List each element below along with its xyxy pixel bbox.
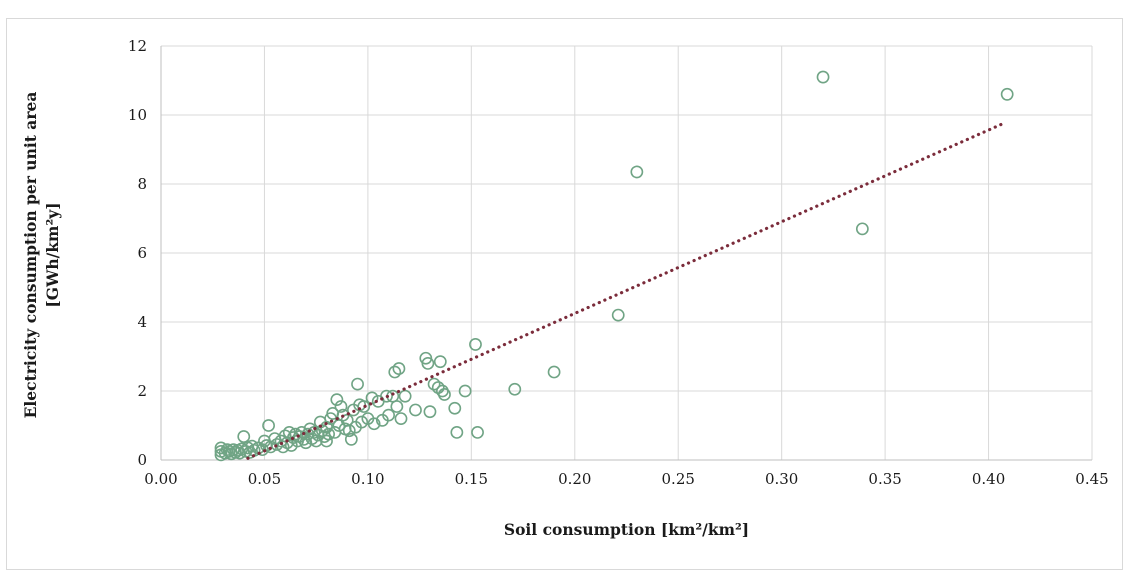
- y-tick-label: 4: [137, 313, 147, 331]
- data-point: [427, 377, 441, 391]
- data-point: [433, 355, 447, 369]
- x-axis-label: Soil consumption [km²/km²]: [504, 520, 749, 539]
- x-tick-label: 0.15: [455, 470, 488, 488]
- trendline: [246, 122, 1005, 460]
- x-tick-label: 0.20: [558, 470, 591, 488]
- data-point: [388, 365, 402, 379]
- x-tick-label: 0.05: [248, 470, 281, 488]
- data-point: [355, 415, 369, 429]
- data-point: [394, 412, 408, 425]
- axes: [160, 46, 1092, 461]
- y-tick-label: 2: [137, 382, 147, 400]
- data-point: [255, 443, 269, 457]
- x-tick-label: 0.35: [868, 470, 901, 488]
- data-point: [1000, 87, 1014, 101]
- y-tick-label: 8: [137, 175, 147, 193]
- data-point: [409, 403, 422, 417]
- x-tick-label: 0.10: [351, 470, 384, 488]
- data-point: [220, 443, 234, 457]
- data-point: [469, 338, 482, 351]
- data-point: [448, 401, 462, 415]
- y-tick-label: 6: [137, 244, 147, 262]
- x-tick-label: 0.30: [765, 470, 798, 488]
- data-point: [438, 388, 451, 401]
- data-point: [357, 400, 371, 413]
- y-tick-label: 10: [128, 106, 147, 124]
- data-point: [423, 405, 437, 419]
- data-point: [334, 400, 348, 413]
- data-point: [351, 377, 364, 391]
- data-point: [421, 356, 435, 370]
- y-axis-label-line-2: [GWh/km²y]: [43, 202, 62, 307]
- data-point: [227, 443, 240, 457]
- y-axis-label: Electricity consumption per unit area [G…: [21, 92, 62, 419]
- data-point: [380, 389, 393, 403]
- data-point: [611, 308, 625, 322]
- trendline-group: [246, 122, 1005, 460]
- x-tick-label: 0.00: [144, 470, 177, 488]
- data-point: [262, 419, 275, 432]
- chart-frame: [6, 18, 1123, 570]
- data-point: [471, 425, 484, 439]
- x-tick-label: 0.40: [972, 470, 1005, 488]
- data-point: [855, 222, 869, 236]
- data-point: [816, 70, 830, 84]
- data-point: [320, 434, 333, 448]
- data-point: [450, 425, 464, 439]
- y-axis-label-line-1: Electricity consumption per unit area: [21, 92, 40, 419]
- data-point: [547, 365, 561, 379]
- y-tick-label: 12: [128, 37, 147, 55]
- data-point: [398, 389, 412, 403]
- data-point: [458, 384, 472, 398]
- data-point: [508, 382, 522, 396]
- x-tick-label: 0.25: [662, 470, 695, 488]
- x-tick-label: 0.45: [1075, 470, 1108, 488]
- data-point: [344, 432, 358, 446]
- tick-labels: 0.00 0.05 0.10 0.15 0.20 0.25 0.30 0.35 0.40 0.45…: [128, 37, 1109, 488]
- y-tick-label: 0: [137, 451, 147, 469]
- data-point: [382, 408, 395, 422]
- data-point: [367, 417, 381, 431]
- grid-lines: [161, 45, 1093, 460]
- data-point: [237, 430, 251, 443]
- data-point: [630, 165, 644, 179]
- data-points: [214, 70, 1014, 462]
- data-point: [330, 393, 344, 407]
- data-point: [390, 400, 404, 413]
- data-point: [392, 362, 406, 375]
- data-point: [322, 427, 335, 441]
- data-point: [342, 424, 356, 438]
